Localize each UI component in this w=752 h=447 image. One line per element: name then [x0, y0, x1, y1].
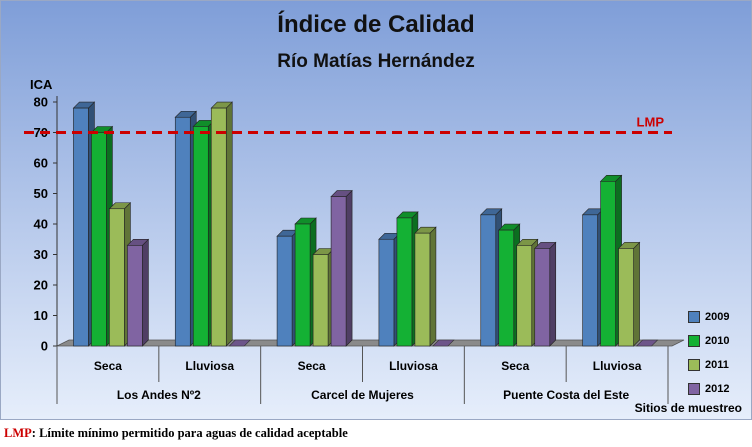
bar-side [142, 238, 149, 347]
x-tick-label: Lluviosa [389, 359, 438, 373]
y-tick-label: 80 [34, 95, 48, 110]
legend-swatch [688, 383, 700, 395]
y-tick-label: 40 [34, 217, 48, 232]
bar [312, 254, 329, 347]
bar-side [225, 101, 233, 347]
y-tick-label: 0 [41, 339, 48, 354]
bar [330, 196, 347, 347]
legend-label: 2012 [705, 383, 730, 395]
bar [192, 126, 209, 347]
y-tick-label: 50 [34, 186, 48, 201]
y-tick-label: 60 [34, 156, 48, 171]
legend-label: 2009 [705, 311, 730, 323]
bar [210, 107, 227, 347]
bar [534, 248, 551, 347]
x-tick-label: Lluviosa [185, 359, 234, 373]
legend-item: 2009 [688, 305, 729, 329]
x-axis-label: Sitios de muestreo [635, 401, 742, 415]
legend-swatch [688, 335, 700, 347]
bar [276, 235, 293, 347]
legend-swatch [688, 359, 700, 371]
x-tick-label: Seca [501, 359, 529, 373]
bar-zero [432, 339, 455, 347]
x-tick-label: Seca [298, 359, 326, 373]
y-tick-label: 20 [34, 278, 48, 293]
y-tick-label: 10 [34, 308, 48, 323]
bar [600, 181, 616, 347]
footnote: LMP: Límite mínimo permitido para aguas … [4, 426, 348, 441]
bar [582, 214, 598, 347]
bar [73, 107, 89, 347]
footnote-text: : Límite mínimo permitido para aguas de … [31, 426, 348, 440]
bar [618, 248, 634, 347]
bar [378, 238, 395, 347]
y-tick-label: 30 [34, 247, 48, 262]
legend-label: 2011 [705, 359, 729, 371]
bar [498, 229, 515, 347]
x-tick-label: Seca [94, 359, 122, 373]
bar [480, 214, 497, 347]
chart-legend: 2009 2010 2011 2012 [688, 305, 729, 401]
bar-side [429, 226, 437, 347]
bar-side [549, 241, 557, 347]
reference-line-label: LMP [637, 115, 665, 130]
legend-item: 2011 [688, 353, 729, 377]
group-label: Carcel de Mujeres [311, 388, 414, 402]
bar-zero [228, 339, 251, 347]
legend-item: 2010 [688, 329, 729, 353]
chart-canvas: Índice de Calidad Río Matías Hernández I… [1, 1, 751, 419]
bar [127, 245, 143, 347]
bar [109, 208, 125, 347]
footnote-key: LMP [4, 426, 32, 440]
bar [414, 232, 431, 347]
bar [91, 132, 107, 347]
legend-swatch [688, 311, 700, 323]
x-tick-label: Lluviosa [593, 359, 642, 373]
y-axis-label: ICA [30, 77, 53, 92]
chart-title: Índice de Calidad [277, 10, 474, 38]
bar [396, 217, 413, 347]
legend-item: 2012 [688, 377, 729, 401]
bar-side [345, 189, 353, 347]
legend-label: 2010 [705, 335, 730, 347]
group-label: Puente Costa del Este [503, 388, 629, 402]
group-label: Los Andes Nº2 [117, 388, 201, 402]
bar [174, 116, 191, 347]
bar-zero [635, 339, 659, 347]
chart-subtitle: Río Matías Hernández [277, 51, 474, 72]
bar [516, 245, 533, 347]
bar-side [633, 241, 640, 347]
bar [294, 223, 311, 347]
